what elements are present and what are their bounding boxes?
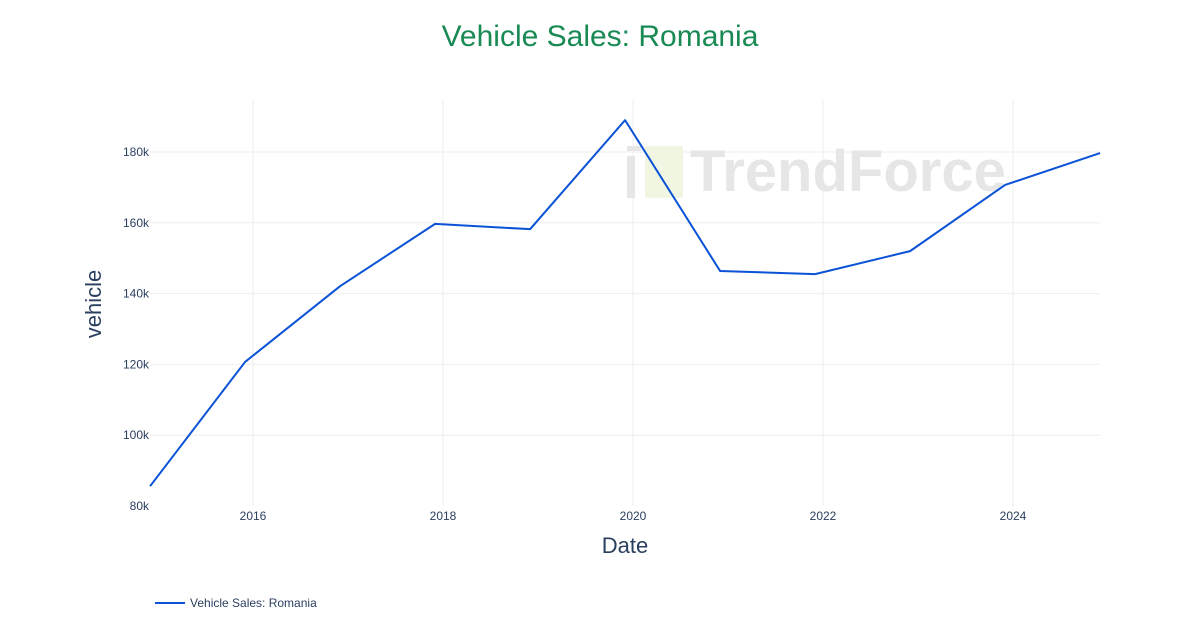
watermark-logo-icon <box>627 146 683 198</box>
chart-title: Vehicle Sales: Romania <box>441 20 759 53</box>
x-tick-label: 2024 <box>1000 509 1027 523</box>
y-tick-label: 100k <box>123 428 150 442</box>
x-axis-ticks: 2016 2018 2020 2022 2024 <box>240 509 1027 523</box>
x-axis-title: Date <box>602 533 648 558</box>
x-tick-label: 2018 <box>430 509 457 523</box>
legend-label: Vehicle Sales: Romania <box>190 596 317 610</box>
y-tick-label: 120k <box>123 357 150 371</box>
y-tick-label: 180k <box>123 145 150 159</box>
y-axis-title: vehicle <box>81 270 106 338</box>
x-tick-label: 2020 <box>620 509 647 523</box>
legend-line-icon <box>155 602 185 604</box>
x-tick-label: 2022 <box>810 509 837 523</box>
y-tick-label: 160k <box>123 216 150 230</box>
y-axis-ticks: 80k 100k 120k 140k 160k 180k <box>123 145 150 513</box>
legend-item[interactable]: Vehicle Sales: Romania <box>155 596 317 610</box>
x-tick-label: 2016 <box>240 509 267 523</box>
y-tick-label: 140k <box>123 287 150 301</box>
series-line-vehicle-sales[interactable] <box>149 119 1101 487</box>
y-tick-label: 80k <box>130 499 150 513</box>
watermark-text: TrendForce <box>690 139 1006 204</box>
